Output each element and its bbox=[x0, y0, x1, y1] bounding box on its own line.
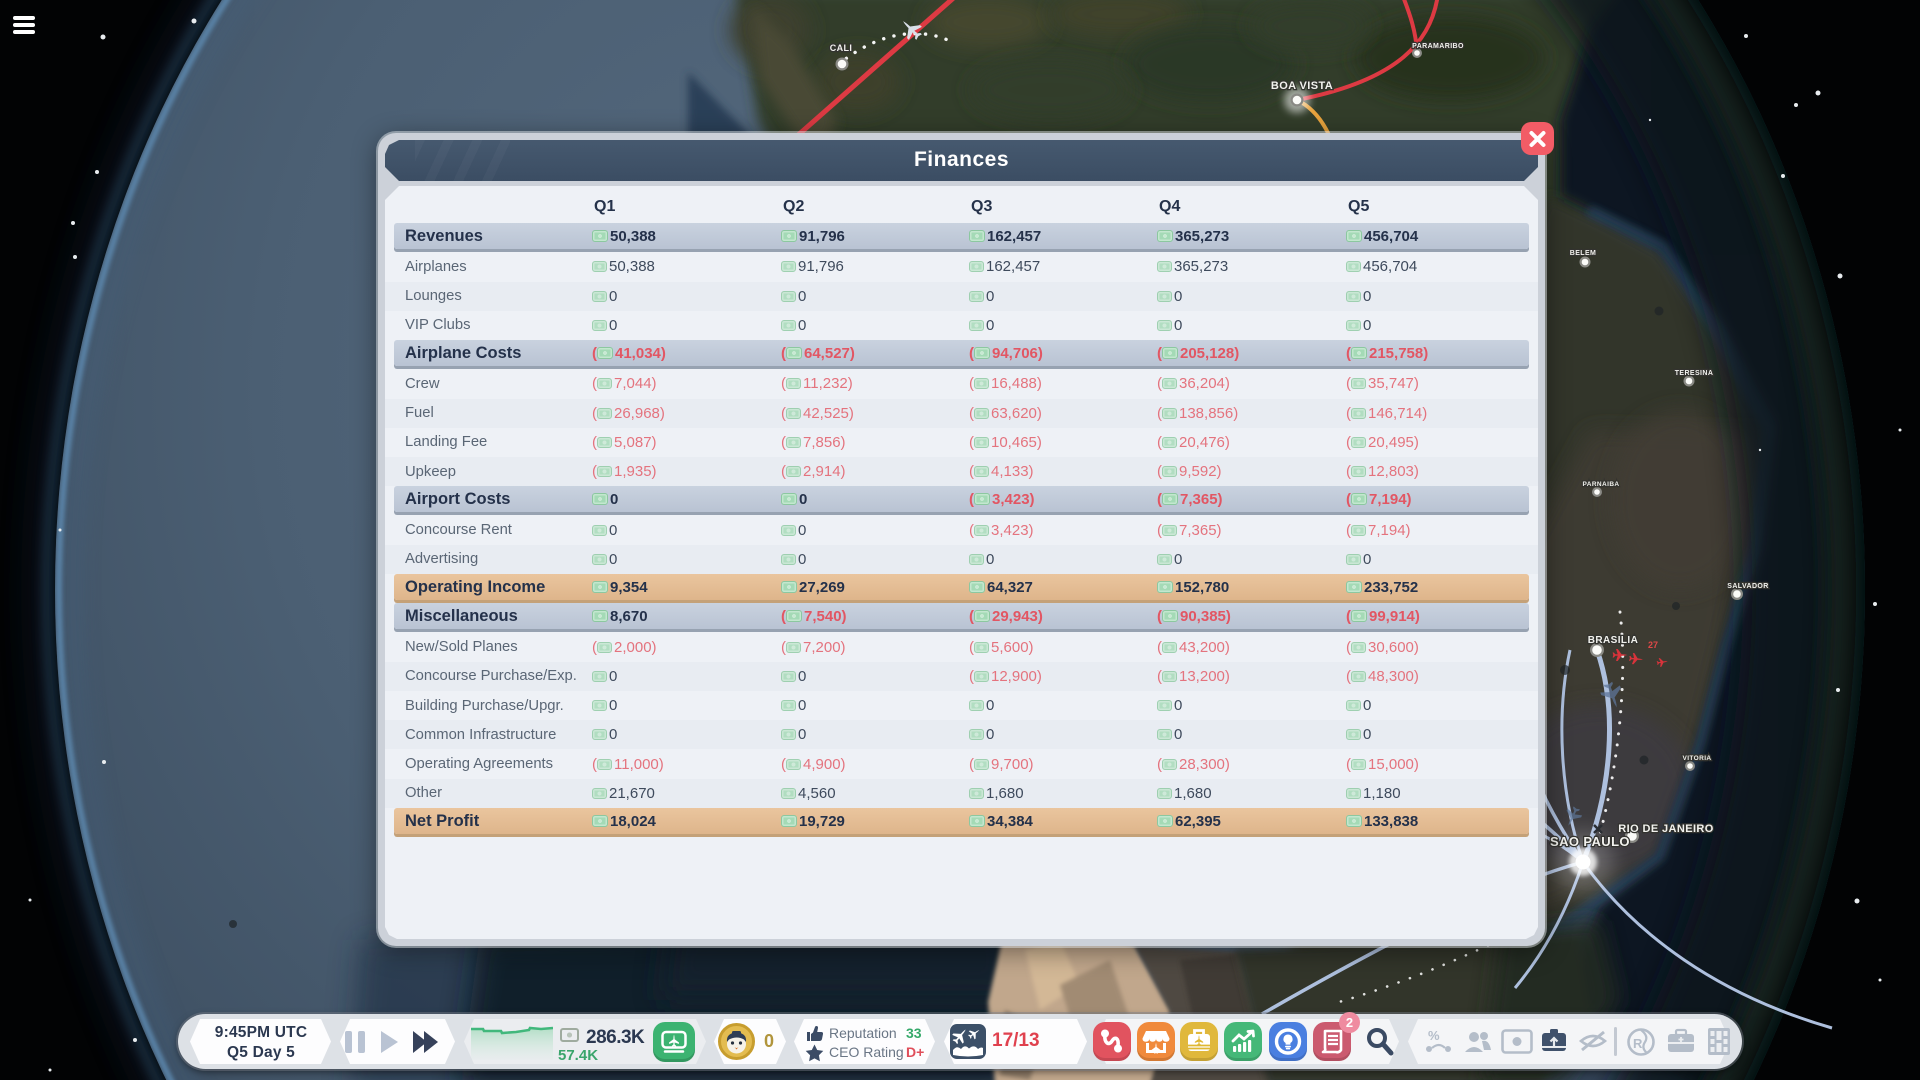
svg-text:PARAMARIBO: PARAMARIBO bbox=[1412, 43, 1464, 50]
svg-text:VITORIA: VITORIA bbox=[1682, 755, 1711, 762]
svg-text:R: R bbox=[1633, 1036, 1643, 1051]
svg-text:SALVADOR: SALVADOR bbox=[1727, 583, 1768, 590]
svg-text:TERESINA: TERESINA bbox=[1675, 370, 1714, 377]
svg-text:RIO DE JANEIRO: RIO DE JANEIRO bbox=[1618, 823, 1713, 835]
svg-text:%: % bbox=[1428, 1028, 1440, 1043]
svg-text:SAO PAULO: SAO PAULO bbox=[1550, 834, 1630, 849]
svg-text:BOA VISTA: BOA VISTA bbox=[1271, 80, 1333, 92]
svg-text:27: 27 bbox=[1648, 640, 1658, 650]
svg-text:PARNAIBA: PARNAIBA bbox=[1582, 481, 1619, 488]
svg-text:BELEM: BELEM bbox=[1570, 250, 1597, 257]
svg-text:BRASILIA: BRASILIA bbox=[1588, 635, 1638, 646]
svg-text:CALI: CALI bbox=[830, 43, 853, 53]
